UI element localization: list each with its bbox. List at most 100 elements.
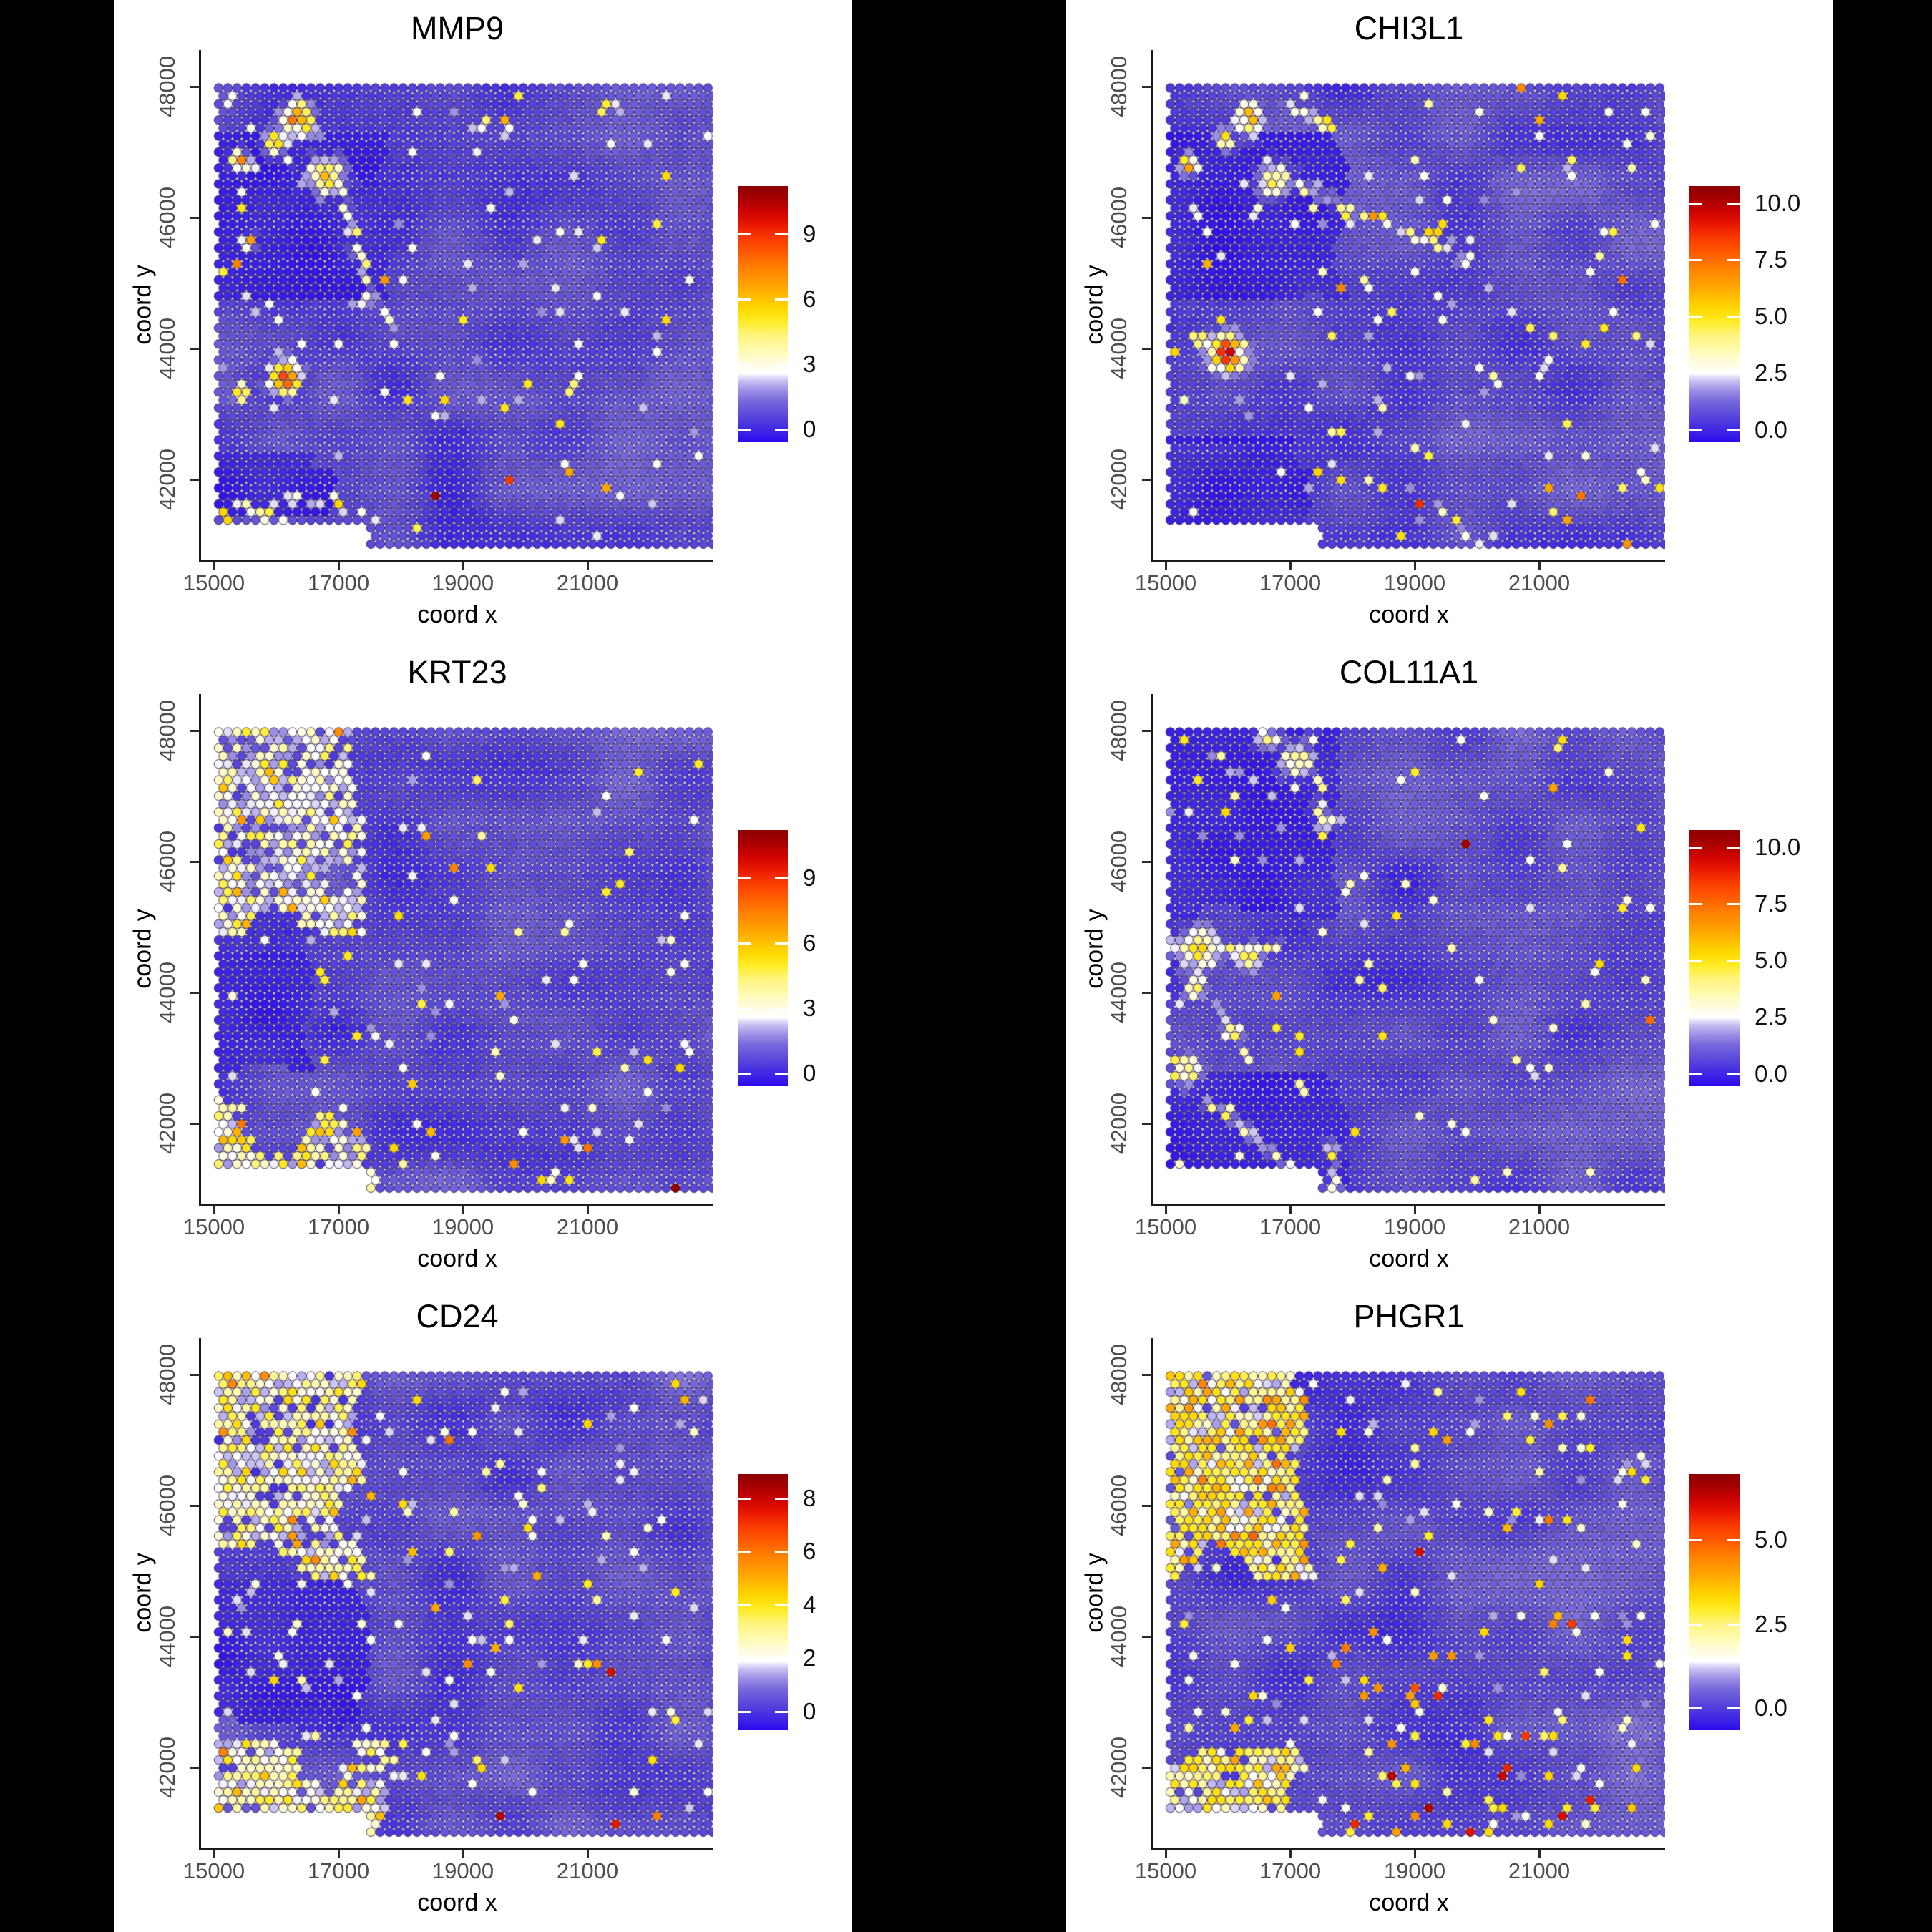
legend-colorbar — [1689, 830, 1740, 1086]
x-tick-mark — [213, 1850, 215, 1858]
x-tick-label: 15000 — [182, 1858, 245, 1883]
x-tick-label: 19000 — [431, 1858, 494, 1883]
legend-tick-mark — [1727, 846, 1740, 849]
x-tick-mark — [462, 1206, 464, 1214]
x-tick-mark — [462, 562, 464, 570]
legend-tick-mark — [775, 1710, 788, 1713]
panel-title: CD24 — [416, 1298, 499, 1335]
legend-tick-mark — [775, 1551, 788, 1553]
x-tick-label: 17000 — [1259, 570, 1322, 595]
x-tick-label: 19000 — [431, 1214, 494, 1239]
x-tick-mark — [1414, 1850, 1416, 1858]
y-tick-label: 42000 — [1106, 448, 1131, 511]
x-tick-mark — [1165, 1206, 1167, 1214]
y-tick-mark — [190, 1374, 199, 1376]
y-tick-mark — [1142, 1505, 1151, 1507]
legend-tick-label: 0 — [803, 415, 816, 442]
x-tick-mark — [1538, 1850, 1541, 1858]
legend-tick-label: 2.5 — [1755, 1610, 1787, 1637]
x-tick-mark — [1289, 562, 1292, 570]
x-axis-title: coord x — [1369, 601, 1449, 628]
y-tick-label: 42000 — [1106, 1736, 1131, 1799]
x-tick-mark — [1165, 562, 1167, 570]
legend-tick-mark — [1727, 1016, 1740, 1019]
legend-tick-mark — [1689, 316, 1702, 318]
legend-tick-mark — [738, 1497, 751, 1500]
y-axis-title: coord y — [129, 1553, 157, 1633]
hexbin-canvas-phgr1 — [1153, 1338, 1665, 1848]
x-tick-mark — [338, 1206, 340, 1214]
legend-tick-mark — [775, 942, 788, 945]
legend-tick-label: 6 — [803, 929, 816, 956]
hexbin-canvas-krt23 — [201, 694, 713, 1204]
x-tick-mark — [213, 562, 215, 570]
y-tick-label: 48000 — [1106, 699, 1131, 762]
y-tick-mark — [190, 1767, 199, 1769]
x-tick-mark — [338, 562, 340, 570]
x-tick-mark — [462, 1850, 464, 1858]
legend-tick-label: 2.5 — [1755, 1003, 1787, 1030]
legend-tick-mark — [1727, 1623, 1740, 1626]
x-tick-mark — [587, 1206, 589, 1214]
x-tick-label: 15000 — [1134, 1214, 1197, 1239]
legend-tick-mark — [1689, 429, 1702, 431]
legend-tick-label: 0.0 — [1755, 1060, 1787, 1087]
y-tick-mark — [1142, 1636, 1151, 1638]
legend-tick-mark — [1727, 1073, 1740, 1075]
legend-tick-mark — [738, 1007, 751, 1010]
y-tick-mark — [190, 86, 199, 88]
y-tick-mark — [1142, 1374, 1151, 1376]
y-tick-label: 44000 — [1106, 961, 1131, 1024]
y-tick-label: 48000 — [155, 699, 180, 762]
y-tick-mark — [1142, 1767, 1151, 1769]
legend-tick-mark — [738, 363, 751, 366]
x-tick-mark — [587, 1850, 589, 1858]
y-tick-mark — [190, 1123, 199, 1125]
x-tick-label: 17000 — [307, 1858, 370, 1883]
y-tick-mark — [1142, 86, 1151, 88]
y-tick-mark — [1142, 861, 1151, 863]
legend-tick-mark — [738, 428, 751, 431]
x-tick-label: 21000 — [556, 1858, 619, 1883]
legend-tick-label: 0.0 — [1755, 416, 1787, 443]
y-tick-mark — [1142, 479, 1151, 481]
legend-colorbar — [738, 1474, 788, 1730]
legend-tick-mark — [775, 363, 788, 366]
legend-tick-mark — [775, 1007, 788, 1010]
y-tick-mark — [190, 479, 199, 481]
y-tick-mark — [190, 1505, 199, 1507]
x-tick-mark — [1414, 1206, 1416, 1214]
x-tick-label: 19000 — [431, 570, 494, 595]
y-tick-mark — [190, 217, 199, 219]
y-tick-label: 44000 — [1106, 317, 1131, 380]
y-tick-label: 46000 — [1106, 1474, 1131, 1537]
legend-tick-mark — [1727, 202, 1740, 205]
legend-tick-mark — [775, 1497, 788, 1500]
legend-tick-label: 10.0 — [1755, 833, 1801, 860]
y-tick-mark — [1142, 730, 1151, 732]
legend-tick-mark — [738, 1551, 751, 1553]
x-tick-label: 17000 — [1259, 1858, 1322, 1883]
y-axis-line — [1151, 1338, 1153, 1850]
y-tick-label: 48000 — [155, 55, 180, 118]
y-tick-mark — [1142, 217, 1151, 219]
y-tick-label: 42000 — [155, 1736, 180, 1799]
y-axis-title: coord y — [1080, 909, 1108, 989]
x-tick-label: 21000 — [1508, 570, 1571, 595]
legend-tick-label: 7.5 — [1755, 245, 1787, 273]
legend-tick-label: 3 — [803, 994, 816, 1021]
x-tick-label: 21000 — [1508, 1214, 1571, 1239]
y-axis-line — [199, 1338, 201, 1850]
x-axis-title: coord x — [417, 601, 497, 628]
panel-title: MMP9 — [410, 10, 504, 47]
legend-tick-mark — [775, 877, 788, 879]
x-tick-label: 21000 — [556, 570, 619, 595]
x-tick-mark — [1289, 1206, 1292, 1214]
x-axis-line — [199, 560, 713, 562]
legend-tick-mark — [1727, 429, 1740, 431]
legend-tick-label: 5.0 — [1755, 1526, 1787, 1553]
legend-tick-mark — [1727, 372, 1740, 375]
legend-tick-mark — [1727, 316, 1740, 318]
x-tick-label: 15000 — [182, 570, 245, 595]
x-tick-label: 19000 — [1383, 1858, 1446, 1883]
